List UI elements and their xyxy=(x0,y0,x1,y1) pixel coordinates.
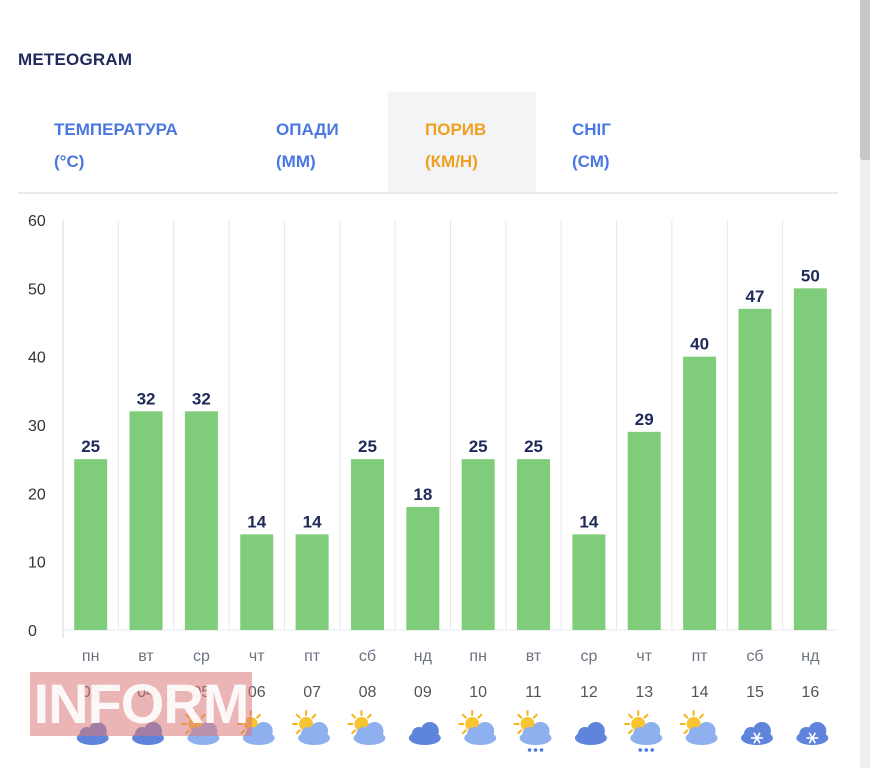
date-label: 11 xyxy=(525,684,542,701)
date-label: 14 xyxy=(691,684,709,701)
bar xyxy=(793,288,827,630)
bar-value-label: 47 xyxy=(746,287,765,306)
bar-value-label: 25 xyxy=(81,437,100,456)
date-label: 10 xyxy=(469,684,487,701)
bar-value-label: 25 xyxy=(358,437,377,456)
tab-snow-unit: (СМ) xyxy=(572,152,610,171)
day-label: чт xyxy=(636,648,652,665)
tab-temperature-label: ТЕМПЕРАТУРА xyxy=(54,120,178,139)
day-label: нд xyxy=(801,648,820,665)
bar xyxy=(129,411,163,630)
day-label: сб xyxy=(746,648,763,665)
scrollbar-track[interactable] xyxy=(860,0,870,768)
cloud-icon xyxy=(574,722,607,745)
bar-value-label: 32 xyxy=(192,389,211,408)
bar xyxy=(184,411,218,630)
sun-rain-icon xyxy=(624,710,663,752)
bar-value-label: 50 xyxy=(801,266,820,285)
bar xyxy=(240,534,274,630)
date-label: 08 xyxy=(359,684,377,701)
tab-wind-gust-unit: (КМ/Н) xyxy=(425,152,478,171)
bar xyxy=(74,459,108,630)
bar-value-label: 14 xyxy=(579,512,598,531)
bar-value-label: 14 xyxy=(303,512,322,531)
metric-tabs: ТЕМПЕРАТУРА (°C) ОПАДИ (ММ) ПОРИВ (КМ/Н)… xyxy=(18,92,838,194)
date-label: 09 xyxy=(414,684,432,701)
bar xyxy=(295,534,329,630)
date-label: 13 xyxy=(635,684,653,701)
y-tick-label: 10 xyxy=(28,555,46,572)
tab-wind-gust-label: ПОРИВ xyxy=(425,120,487,139)
bar xyxy=(461,459,495,630)
sun-cloud-icon xyxy=(292,710,331,745)
tab-snow[interactable]: СНІГ (СМ) xyxy=(536,92,676,192)
snow-icon xyxy=(796,722,829,745)
bar-value-label: 14 xyxy=(247,512,266,531)
sun-cloud-icon xyxy=(347,710,386,745)
date-label: 16 xyxy=(801,684,819,701)
tab-precipitation[interactable]: ОПАДИ (ММ) xyxy=(258,92,388,192)
bar-value-label: 32 xyxy=(137,389,156,408)
bar xyxy=(683,356,717,630)
bar xyxy=(350,459,384,630)
y-tick-label: 40 xyxy=(28,350,46,367)
date-label: 15 xyxy=(746,684,764,701)
day-label: пн xyxy=(469,648,487,665)
y-tick-label: 30 xyxy=(28,418,46,435)
bar-value-label: 25 xyxy=(469,437,488,456)
tab-wind-gust[interactable]: ПОРИВ (КМ/Н) xyxy=(388,92,536,192)
day-label: сб xyxy=(359,648,376,665)
bar-value-label: 29 xyxy=(635,410,654,429)
page-title: METEOGRAM xyxy=(18,50,133,69)
day-label: вт xyxy=(138,648,154,665)
day-label: нд xyxy=(414,648,433,665)
snow-icon xyxy=(740,722,773,745)
sun-cloud-icon xyxy=(458,710,497,745)
date-label: 06 xyxy=(248,684,266,701)
day-label: вт xyxy=(526,648,542,665)
tab-temperature[interactable]: ТЕМПЕРАТУРА (°C) xyxy=(18,92,258,192)
bar xyxy=(627,431,661,630)
y-tick-label: 20 xyxy=(28,486,46,503)
day-label: ср xyxy=(580,648,597,665)
wind-gust-chart: 010203040506025пн0332вт0432ср0514чт0614п… xyxy=(28,213,838,752)
bar-value-label: 18 xyxy=(413,485,432,504)
bar-value-label: 25 xyxy=(524,437,543,456)
date-label: 07 xyxy=(303,684,321,701)
y-tick-label: 60 xyxy=(28,213,46,230)
date-label: 12 xyxy=(580,684,598,701)
bar-value-label: 40 xyxy=(690,335,709,354)
tab-snow-label: СНІГ xyxy=(572,120,611,139)
day-label: пт xyxy=(692,648,709,665)
watermark-logo: INFORM xyxy=(30,672,252,736)
tab-precipitation-label: ОПАДИ xyxy=(276,120,339,139)
y-tick-label: 50 xyxy=(28,281,46,298)
bar xyxy=(517,459,551,630)
day-label: пт xyxy=(304,648,321,665)
sun-rain-icon xyxy=(513,710,552,752)
bar xyxy=(406,507,440,630)
sun-cloud-icon xyxy=(679,710,718,745)
bar xyxy=(738,308,772,630)
scrollbar-thumb[interactable] xyxy=(860,0,870,160)
day-label: чт xyxy=(249,648,265,665)
cloud-icon xyxy=(408,722,441,745)
tab-precipitation-unit: (ММ) xyxy=(276,152,316,171)
tab-temperature-unit: (°C) xyxy=(54,152,85,171)
y-tick-label: 0 xyxy=(28,623,37,640)
bar xyxy=(572,534,606,630)
day-label: ср xyxy=(193,648,210,665)
day-label: пн xyxy=(82,648,100,665)
